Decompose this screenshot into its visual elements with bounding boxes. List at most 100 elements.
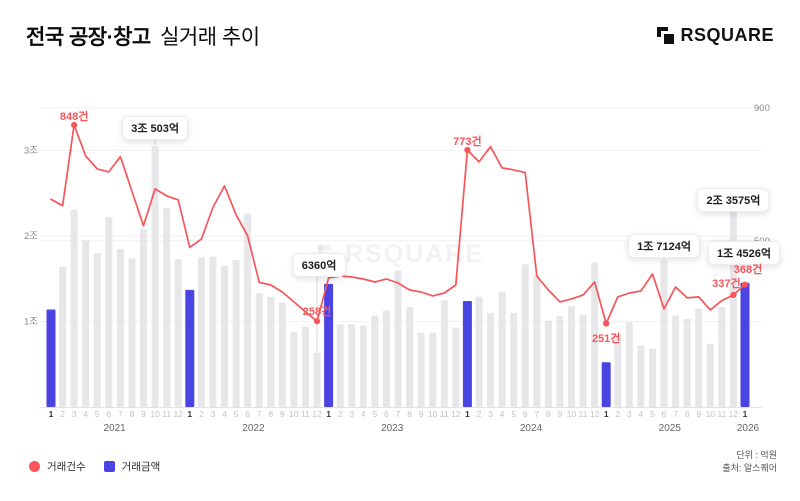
month-tick-label: 7 (396, 409, 401, 419)
bar (128, 258, 136, 407)
month-tick-label: 10 (289, 409, 299, 419)
bar (462, 301, 472, 407)
amount-tooltip: 6360억 (292, 253, 346, 277)
month-tick-label: 2 (477, 409, 482, 419)
legend-label-amount: 거래금액 (121, 461, 161, 473)
source-note: 출처: 알스퀘어 (722, 463, 777, 473)
year-tick-label: 2022 (242, 423, 265, 434)
month-tick-label: 5 (373, 409, 378, 419)
page-title: 전국 공장·창고 실거래 추이 (26, 21, 260, 51)
month-tick-label: 9 (141, 409, 146, 419)
month-tick-label: 3 (349, 409, 354, 419)
bar (429, 332, 437, 407)
month-tick-label: 8 (407, 409, 412, 419)
legend-item-count: 거래건수 (29, 459, 86, 474)
bar (601, 362, 611, 407)
month-tick-label: 8 (268, 409, 273, 419)
month-tick-label: 1 (49, 409, 54, 419)
month-tick-label: 5 (234, 409, 239, 419)
left-axis-tick-label: 3조 (24, 146, 38, 157)
bar (672, 315, 680, 407)
year-tick-label: 2023 (381, 423, 404, 434)
bar (140, 229, 147, 407)
month-tick-label: 7 (257, 409, 262, 419)
month-tick-label: 1 (604, 409, 609, 419)
bar (740, 282, 750, 407)
bar (637, 345, 645, 407)
bar (105, 217, 113, 407)
amount-series-square-icon (103, 461, 115, 472)
bar (614, 334, 622, 407)
month-tick-label: 9 (696, 409, 701, 419)
count-point-label: 251건 (591, 332, 621, 345)
bar (718, 307, 726, 407)
bar (556, 316, 564, 407)
line-point-dot (464, 146, 471, 154)
bar (185, 289, 195, 407)
month-tick-label: 3 (627, 409, 632, 419)
month-tick-label: 12 (590, 409, 600, 419)
month-tick-label: 4 (639, 409, 644, 419)
bar (533, 275, 541, 407)
bar (209, 256, 217, 407)
bar (336, 324, 344, 407)
month-tick-label: 12 (312, 409, 322, 419)
month-tick-label: 8 (685, 409, 690, 419)
bar (579, 314, 587, 407)
month-tick-label: 10 (428, 409, 438, 419)
month-tick-label: 6 (106, 409, 111, 419)
month-tick-label: 12 (451, 409, 461, 419)
month-tick-label: 4 (361, 409, 366, 419)
bar (417, 332, 425, 407)
month-tick-label: 9 (280, 409, 285, 419)
count-point-label: 773건 (453, 135, 482, 148)
bar (382, 310, 390, 407)
month-tick-label: 3 (488, 409, 493, 419)
bar (59, 266, 67, 407)
bar (93, 253, 101, 407)
month-tick-label: 9 (558, 409, 563, 419)
bar (70, 209, 78, 407)
month-tick-label: 4 (500, 409, 505, 419)
bar (568, 306, 575, 407)
brand-logo: RSQUARE (657, 25, 774, 46)
footer-notes: 단위 : 억원 출처: 알스퀘어 (722, 449, 777, 475)
year-tick-label: 2025 (659, 423, 682, 434)
count-point-label: 848건 (59, 111, 89, 124)
legend: 거래건수 거래금액 (29, 459, 160, 474)
bar (394, 270, 402, 407)
bar (406, 307, 414, 407)
month-tick-label: 12 (729, 409, 739, 419)
month-tick-label: 6 (523, 409, 528, 419)
line-series (50, 124, 746, 325)
page-title-bold: 전국 공장·창고 (26, 26, 151, 49)
year-tick-label: 2021 (103, 423, 126, 434)
left-axis-tick-label: 1조 (24, 317, 38, 328)
count-point-label: 258건 (302, 306, 332, 319)
bar (706, 343, 714, 407)
month-tick-label: 7 (534, 409, 539, 419)
amount-tooltip: 3조 503억 (122, 116, 188, 140)
month-tick-label: 12 (173, 409, 183, 419)
year-tick-label: 2026 (737, 423, 760, 434)
month-tick-label: 10 (150, 409, 160, 419)
bar (46, 309, 56, 407)
month-tick-label: 11 (579, 409, 588, 419)
month-tick-label: 11 (717, 409, 726, 419)
bar (591, 262, 599, 407)
count-series-dot-icon (29, 461, 40, 472)
bar (151, 146, 159, 407)
month-tick-label: 8 (130, 409, 135, 419)
bar (324, 283, 334, 407)
bar (510, 312, 518, 407)
bar (544, 320, 552, 407)
month-tick-label: 5 (511, 409, 516, 419)
bar (197, 257, 205, 407)
month-tick-label: 2 (60, 409, 65, 419)
bar (267, 296, 275, 407)
bar (521, 264, 529, 407)
bar (302, 326, 309, 407)
month-tick-label: 11 (301, 409, 310, 419)
